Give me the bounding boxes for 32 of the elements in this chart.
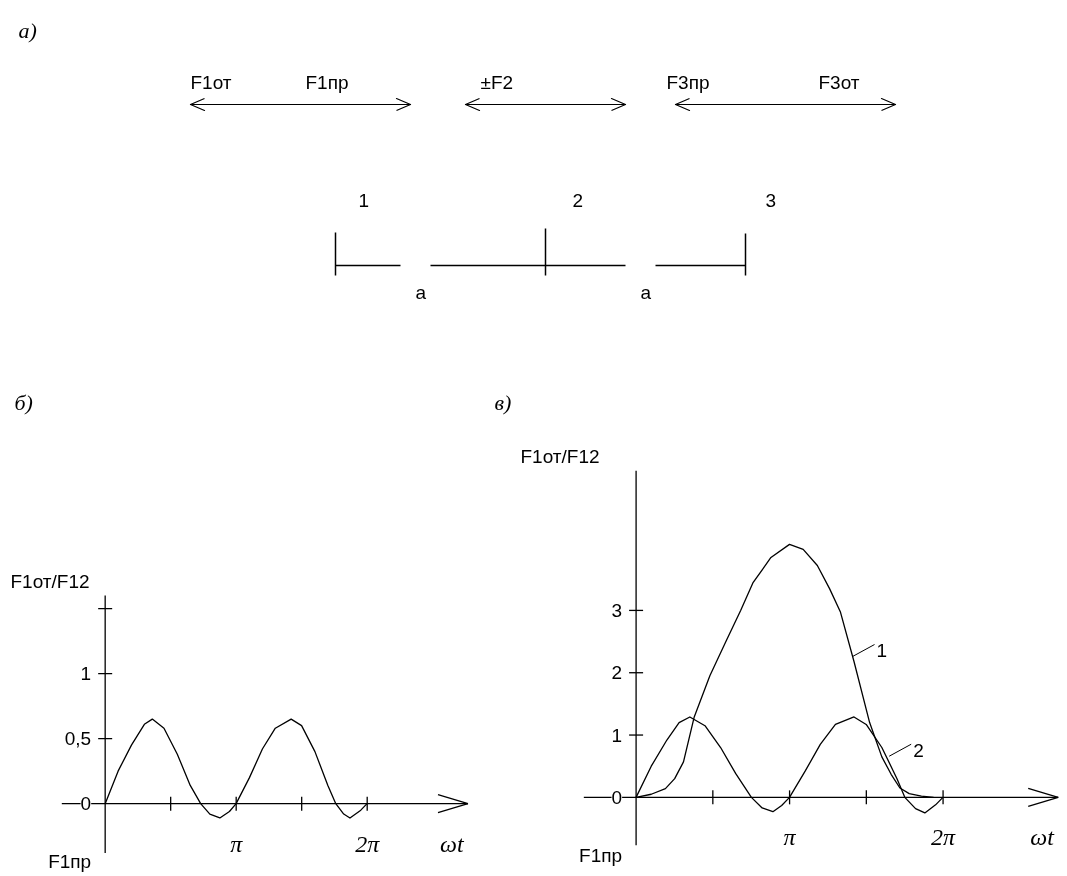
annotation: F1пр <box>48 851 92 873</box>
y-tick-label: 1 <box>611 724 623 746</box>
annotation: 2 <box>913 739 924 761</box>
text: a <box>640 282 652 303</box>
x-tick-label: π <box>230 830 244 857</box>
y-tick-label: 0,5 <box>64 728 92 750</box>
text: F3пр <box>666 72 710 93</box>
annotation: F1пр <box>579 844 623 866</box>
text: 2 <box>572 190 584 211</box>
text: F3от <box>818 72 860 93</box>
y-axis-title: F1от/F12 <box>10 571 90 593</box>
chart-title: б) <box>14 390 33 415</box>
text: 3 <box>765 190 777 211</box>
y-tick-label: 0 <box>80 793 92 815</box>
annotation: 1 <box>876 640 888 662</box>
y-tick-label: 3 <box>611 599 623 621</box>
x-axis-title: ωt <box>1030 824 1056 851</box>
text: a <box>415 282 427 303</box>
text: а) <box>18 18 37 43</box>
chart-title: в) <box>494 390 512 415</box>
x-axis-title: ωt <box>439 830 465 857</box>
text: F1от <box>190 72 232 93</box>
x-tick-label: 2π <box>931 824 957 851</box>
x-tick-label: 2π <box>355 830 381 857</box>
text: ±F2 <box>480 72 514 93</box>
y-tick-label: 0 <box>611 786 623 808</box>
y-axis-title: F1от/F12 <box>520 446 600 468</box>
y-tick-label: 1 <box>80 663 92 685</box>
text: F1пр <box>305 72 349 93</box>
x-tick-label: π <box>783 824 797 851</box>
text: 1 <box>358 190 370 211</box>
y-tick-label: 2 <box>611 662 623 684</box>
